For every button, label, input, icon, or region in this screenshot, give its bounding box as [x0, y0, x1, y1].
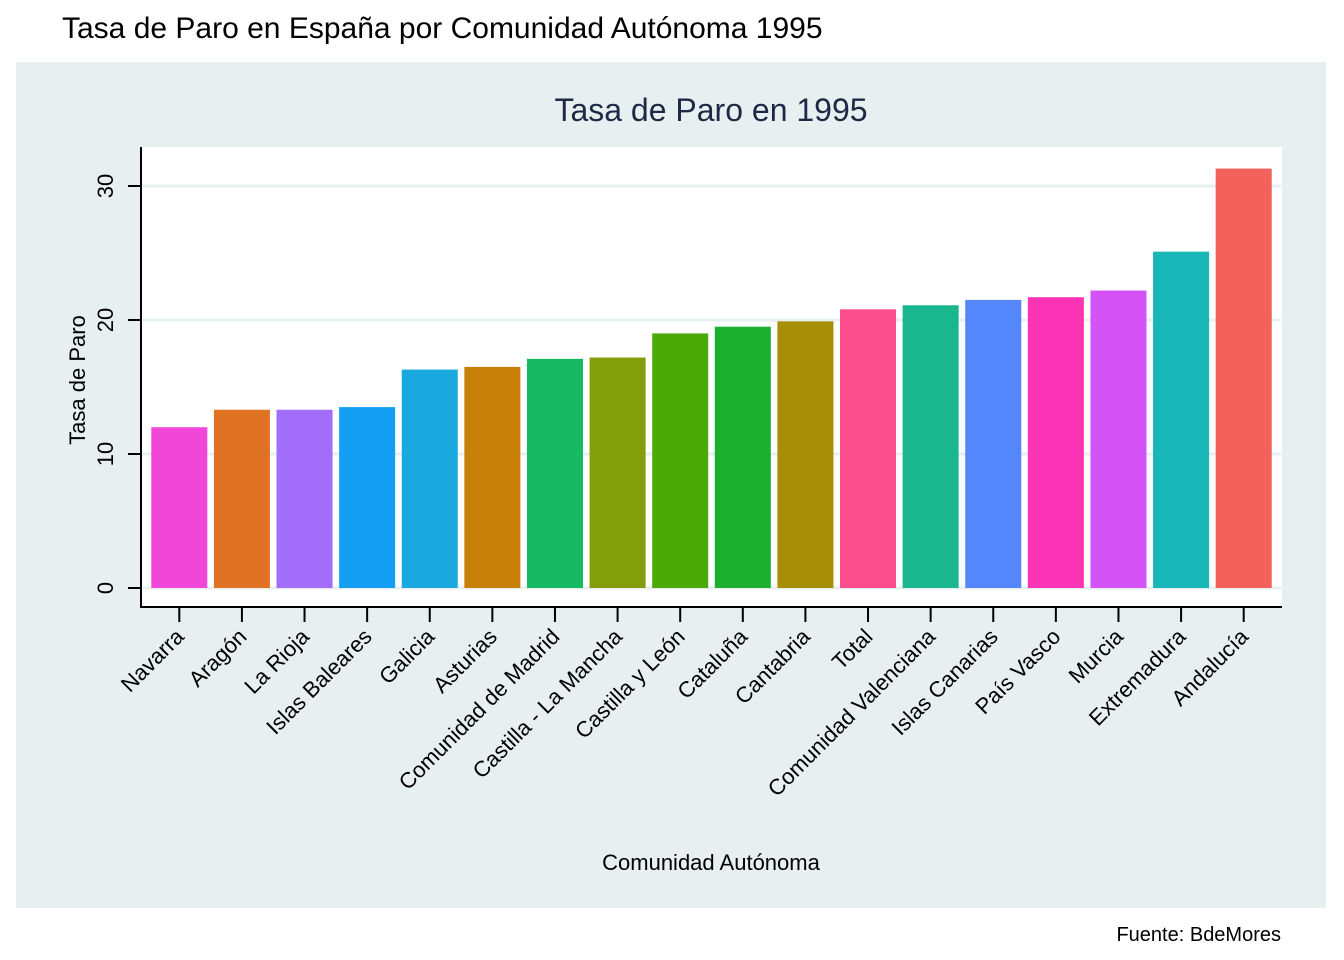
bar [714, 326, 771, 588]
bar [151, 427, 208, 588]
page-title: Tasa de Paro en España por Comunidad Aut… [62, 12, 823, 45]
bar [777, 321, 834, 588]
source-caption: Fuente: BdeMores [1116, 924, 1281, 946]
y-tick-label: 10 [93, 442, 118, 466]
bar [652, 333, 709, 588]
x-axis-label: Comunidad Autónoma [602, 850, 820, 875]
bar [902, 305, 959, 588]
y-axis-ticks: 0 10 20 30 [93, 174, 141, 594]
y-tick-label: 30 [93, 174, 118, 198]
bar [526, 358, 583, 588]
bar [213, 409, 270, 588]
bar [1027, 297, 1084, 588]
y-tick-label: 0 [93, 582, 118, 594]
bars [151, 168, 1272, 588]
y-axis-label: Tasa de Paro [65, 315, 90, 445]
bar [589, 357, 646, 588]
bar [401, 369, 458, 588]
y-tick-label: 20 [93, 308, 118, 332]
bar [1215, 168, 1272, 588]
bar [339, 407, 396, 588]
bar [276, 409, 333, 588]
chart-title: Tasa de Paro en 1995 [554, 92, 867, 128]
bar [840, 309, 897, 588]
bar [1090, 290, 1147, 588]
bar [965, 299, 1022, 588]
bar [464, 366, 521, 588]
bar [1153, 251, 1210, 588]
